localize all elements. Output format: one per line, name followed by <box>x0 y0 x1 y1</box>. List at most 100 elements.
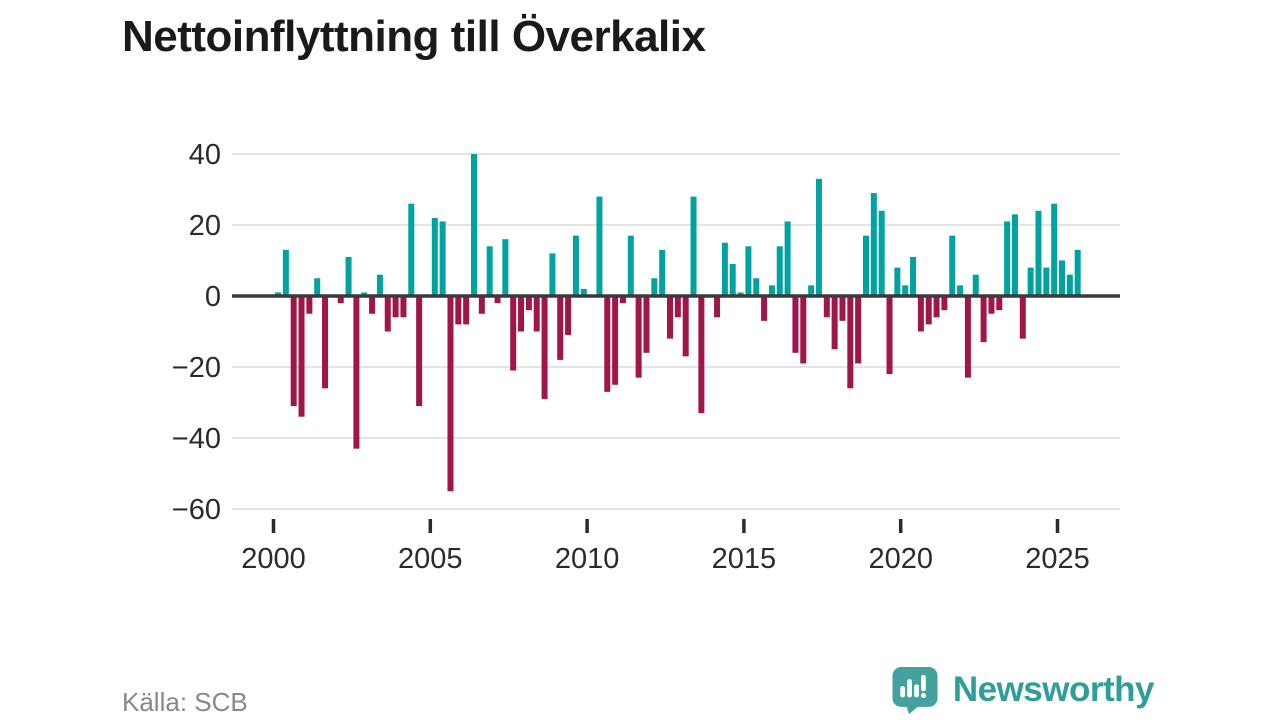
bar-negative <box>306 296 313 314</box>
bar-positive <box>314 278 321 296</box>
y-axis-tick-label: −20 <box>172 352 221 384</box>
bar-positive <box>580 288 587 296</box>
brand-name: Newsworthy <box>952 670 1155 709</box>
bar-positive <box>729 264 736 296</box>
bar-positive <box>784 221 791 296</box>
bar-positive <box>549 253 556 296</box>
newsworthy-logo: Newsworthy <box>889 664 1155 716</box>
bar-positive <box>572 235 579 296</box>
bar-positive <box>863 235 869 296</box>
bar-positive <box>1011 214 1018 296</box>
bar-positive <box>910 256 917 296</box>
bar-negative <box>996 296 1003 311</box>
x-axis-tick-label: 2005 <box>398 543 463 575</box>
bar-negative <box>565 296 572 336</box>
bar-negative <box>619 296 626 304</box>
bar-positive <box>1051 203 1058 296</box>
bar-negative <box>525 296 532 311</box>
y-axis-tick-label: −60 <box>172 494 221 526</box>
bar-positive <box>815 178 822 296</box>
bar-negative <box>604 296 611 392</box>
bar-positive <box>776 246 783 296</box>
bar-positive <box>431 217 438 296</box>
x-axis-tick-label: 2020 <box>868 543 933 575</box>
bar-negative <box>925 296 932 325</box>
bar-negative <box>612 296 619 385</box>
bar-negative <box>478 296 485 314</box>
bar-negative <box>369 296 376 314</box>
bar-negative <box>714 296 721 318</box>
bar-positive <box>486 246 493 296</box>
bar-positive <box>949 235 956 296</box>
bar-positive <box>957 285 964 296</box>
bar-positive <box>737 292 744 296</box>
bar-negative <box>980 296 987 343</box>
x-axis-tick-label: 2010 <box>555 543 620 575</box>
y-axis-tick-label: 20 <box>189 210 221 242</box>
bar-positive <box>651 278 658 296</box>
bar-positive <box>439 221 446 296</box>
bar-negative <box>384 296 391 332</box>
bar-negative <box>322 296 329 389</box>
bar-positive <box>721 242 728 296</box>
bar-positive <box>1027 267 1034 296</box>
y-axis-tick-label: 40 <box>189 139 221 171</box>
bar-positive <box>1074 249 1081 296</box>
bar-negative <box>416 296 423 407</box>
bar-negative <box>353 296 360 449</box>
bar-negative <box>463 296 470 325</box>
bar-negative <box>337 296 344 304</box>
bar-negative <box>698 296 705 414</box>
bar-negative <box>847 296 854 389</box>
bar-negative <box>1019 296 1026 339</box>
bar-negative <box>643 296 650 353</box>
bar-positive <box>282 249 289 296</box>
x-axis-tick-label: 2000 <box>241 543 306 575</box>
y-axis-tick-label: −40 <box>172 423 221 455</box>
bar-positive <box>870 193 877 296</box>
source-label: Källa: SCB <box>122 687 248 717</box>
y-axis-tick-label: 0 <box>205 281 221 313</box>
bar-negative <box>761 296 768 321</box>
bar-negative <box>988 296 995 314</box>
bar-positive <box>808 285 815 296</box>
bar-positive <box>361 292 368 296</box>
bar-negative <box>635 296 642 378</box>
bar-positive <box>345 256 352 296</box>
bar-negative <box>392 296 399 318</box>
bar-positive <box>878 210 885 296</box>
bar-positive <box>1059 260 1065 296</box>
bar-negative <box>510 296 517 371</box>
bar-positive <box>745 246 752 296</box>
bar-positive <box>690 196 697 296</box>
bar-positive <box>894 267 901 296</box>
x-axis-tick-label: 2015 <box>712 543 777 575</box>
bar-positive <box>275 292 281 296</box>
bar-negative <box>792 296 799 353</box>
bar-positive <box>376 274 383 296</box>
bar-negative <box>682 296 689 357</box>
bar-negative <box>400 296 407 318</box>
bar-positive <box>596 196 603 296</box>
bar-positive <box>627 235 634 296</box>
bar-negative <box>667 296 673 339</box>
x-axis-tick-label: 2025 <box>1025 543 1090 575</box>
bar-negative <box>917 296 924 332</box>
newsworthy-icon <box>892 667 938 715</box>
bar-positive <box>1043 267 1050 296</box>
page-title: Nettoinflyttning till Överkalix <box>122 12 706 61</box>
bar-negative <box>541 296 548 399</box>
bar-negative <box>290 296 297 407</box>
bar-positive <box>1066 274 1073 296</box>
bar-negative <box>839 296 846 321</box>
bar-positive <box>502 239 509 296</box>
bar-negative <box>941 296 948 311</box>
bar-negative <box>855 296 862 364</box>
bar-negative <box>886 296 893 375</box>
bar-negative <box>933 296 940 318</box>
bar-positive <box>659 249 666 296</box>
mini-bar-chart-glyph <box>900 674 926 699</box>
bar-negative <box>964 296 971 378</box>
